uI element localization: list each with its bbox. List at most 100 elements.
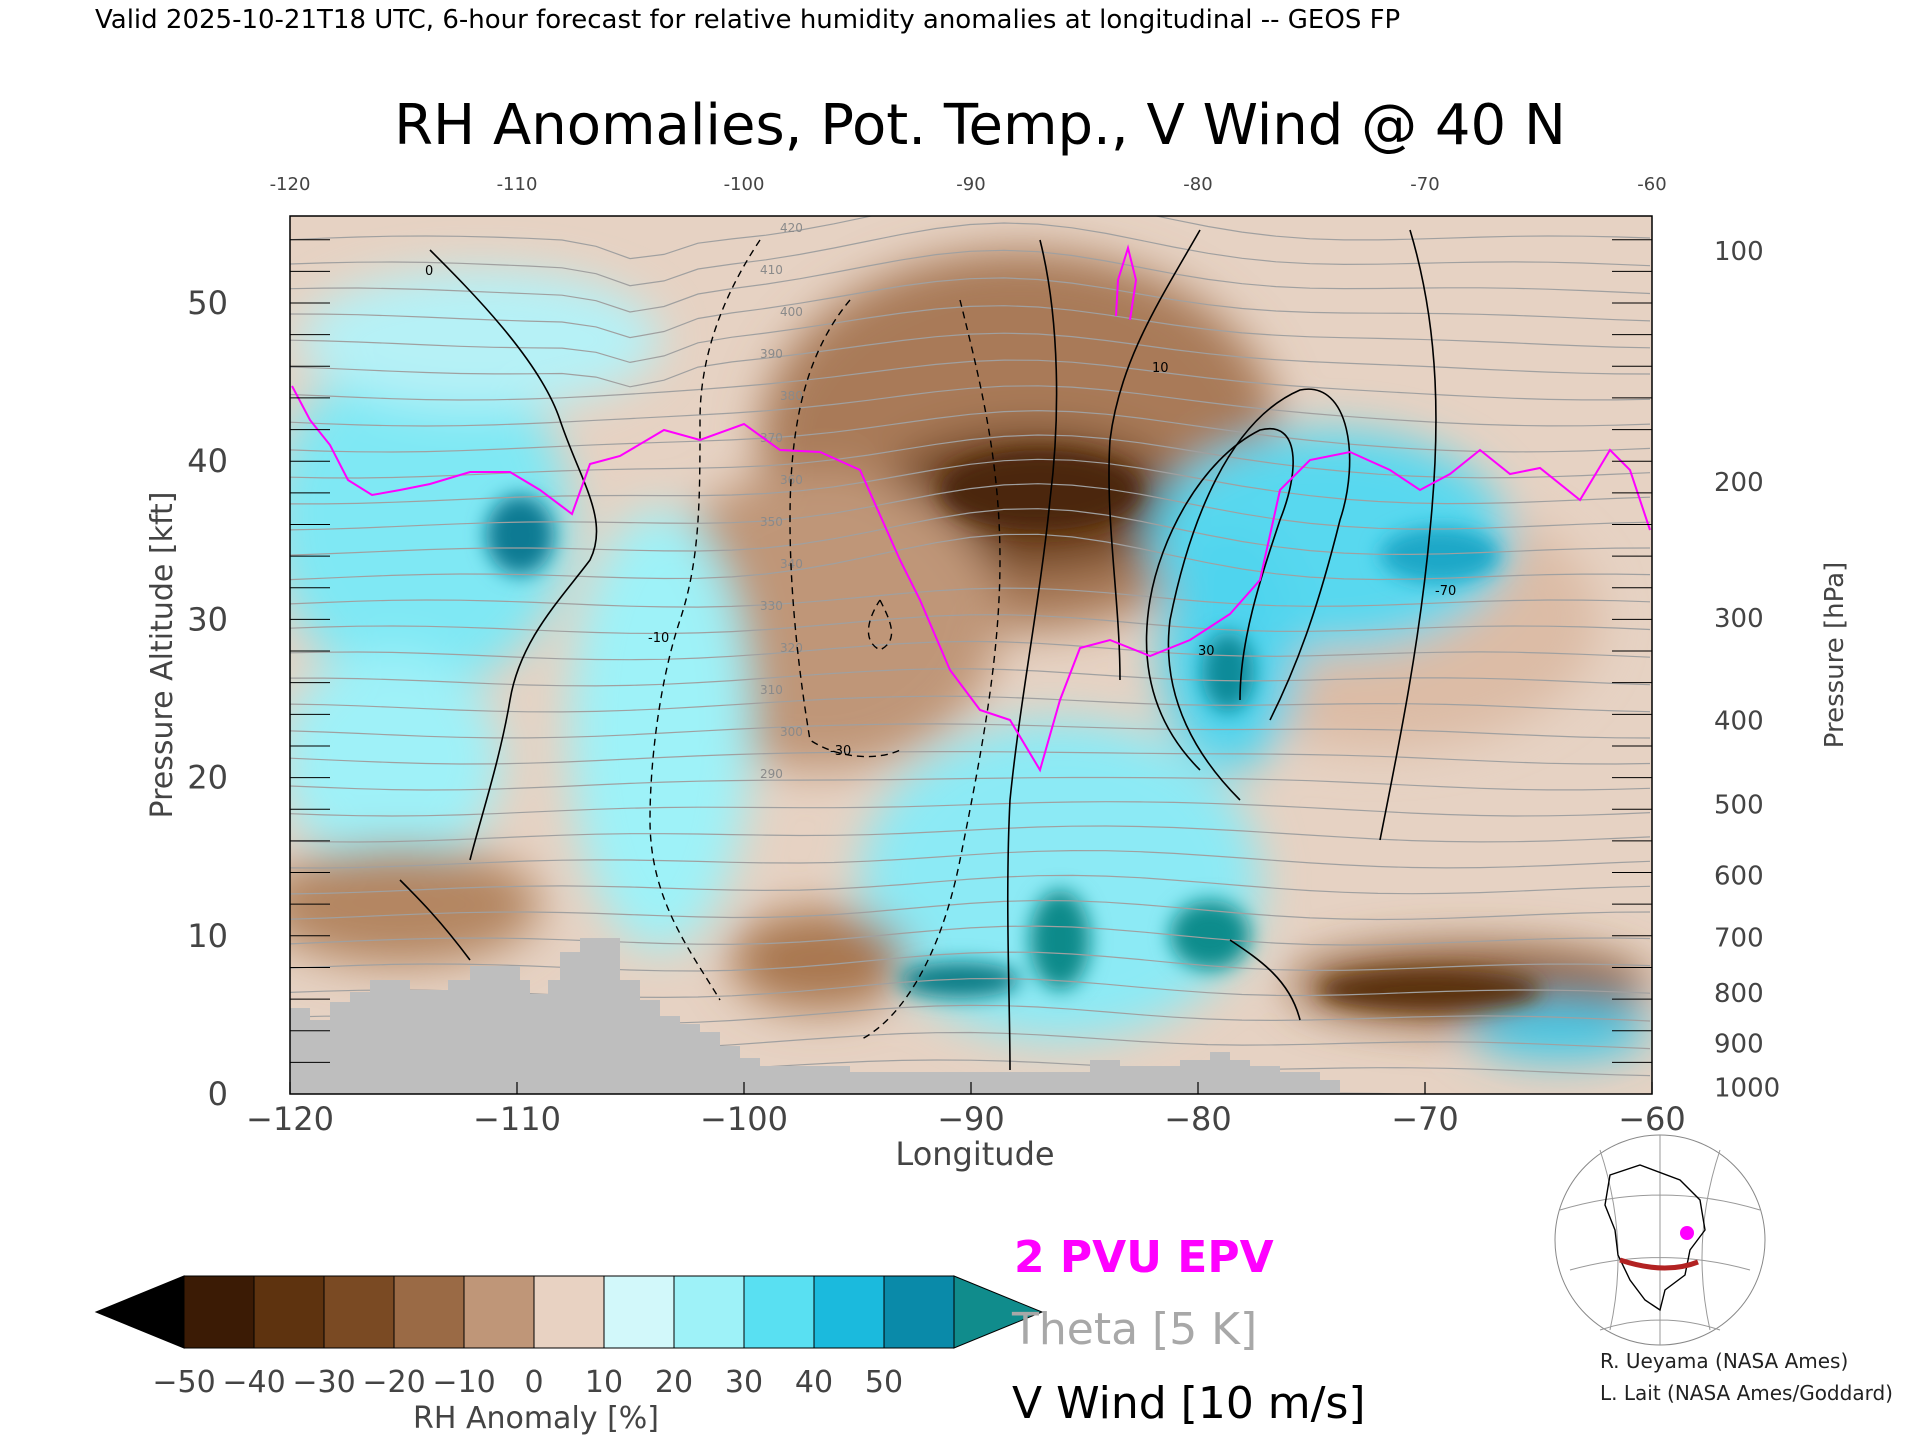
- theta-contour: [290, 305, 1651, 364]
- rh-blob-low-moist: [860, 720, 1260, 1040]
- x-tick-label: −80: [1164, 1100, 1232, 1138]
- plot-area: 4204104003903803703603503403303203103002…: [290, 216, 1652, 1094]
- rh-core-west-moist: [486, 495, 554, 575]
- pressure-tick-label: 1000: [1714, 1074, 1780, 1104]
- theta-contour-label: 350: [760, 515, 783, 529]
- colorbar-segment: [673, 1275, 745, 1349]
- vwind-contour-zero-east: [1379, 229, 1437, 841]
- locator-map-section-line: [1619, 1257, 1699, 1271]
- colorbar-tick-label: −20: [362, 1365, 425, 1400]
- vwind-contour-neg-small: [867, 599, 893, 651]
- theta-contour-label: 320: [780, 641, 803, 655]
- vwind-contour-neg30: [789, 299, 901, 758]
- x-tick-label: −70: [1391, 1100, 1459, 1138]
- theta-contour: [290, 951, 1651, 972]
- colorbar-segment: [813, 1275, 885, 1349]
- pressure-axis-tick-labels: 100 200 300 400 500 600 700 800 900 1000: [1714, 237, 1780, 1104]
- top-axis-tick-labels: -120 -110 -100 -90 -80 -70 -60: [270, 174, 1667, 195]
- x-axis-label: Longitude: [895, 1135, 1054, 1173]
- rh-blob-west-moist: [290, 350, 570, 690]
- vwind-contour-low-west: [399, 879, 471, 961]
- y-tick-label: 0: [208, 1075, 228, 1113]
- top-tick-label: -80: [1183, 174, 1212, 195]
- colorbar-label: RH Anomaly [%]: [413, 1401, 659, 1436]
- colorbar-segment: [533, 1275, 605, 1349]
- y2-axis-label: Pressure [hPa]: [1820, 562, 1850, 749]
- theta-contour: [290, 434, 1651, 479]
- colorbar-segment: [183, 1275, 255, 1349]
- y-tick-label: 20: [187, 759, 228, 797]
- colorbar-segment: [743, 1275, 815, 1349]
- vwind-contour-zero-west: [429, 249, 598, 861]
- rh-blob-central-moist: [570, 510, 750, 950]
- pressure-tick-label: 700: [1714, 923, 1764, 953]
- theta-contour: [290, 874, 1651, 895]
- vwind-contour-10-east: [1167, 388, 1351, 801]
- vwind-contours-negative: [649, 239, 1001, 1041]
- theta-contour: [290, 849, 1651, 869]
- theta-contour-label: 400: [780, 305, 803, 319]
- locator-map-graticule: [1559, 1135, 1761, 1345]
- y-tick-label: 10: [187, 917, 228, 955]
- x-tick-label: −90: [937, 1100, 1005, 1138]
- colorbar-tick-label: 50: [865, 1365, 903, 1400]
- rh-blob-surface-moist-east: [1470, 1000, 1650, 1060]
- rh-core-east-moist: [1380, 527, 1500, 583]
- pressure-tick-label: 900: [1714, 1029, 1764, 1059]
- theta-contour-label: 330: [760, 599, 783, 613]
- pressure-tick-label: 400: [1714, 707, 1764, 737]
- x-tick-label: −100: [700, 1100, 788, 1138]
- theta-contour-label: 390: [760, 347, 783, 361]
- vwind-contour-zero-center: [1006, 239, 1058, 1071]
- colorbar-segment: [323, 1275, 395, 1349]
- vwind-contour-neg-inner: [859, 299, 1001, 1041]
- theta-contour: [290, 359, 1651, 401]
- x-tick-label: −110: [473, 1100, 561, 1138]
- vwind-contour-label: -70: [1435, 584, 1456, 599]
- vwind-contour-label: -30: [830, 744, 851, 759]
- theta-contour: [290, 458, 1651, 505]
- colorbar-over-arrow: [953, 1275, 1044, 1349]
- rh-core-upper-dry: [940, 450, 1140, 530]
- x-tick-label: −120: [246, 1100, 334, 1138]
- rh-core-low-moist3: [1170, 900, 1250, 970]
- epv-2pvu-upper-blip: [1115, 244, 1138, 321]
- colorbar-segment: [463, 1275, 535, 1349]
- theta-contour: [290, 825, 1651, 843]
- vwind-contour-label: 0: [425, 264, 433, 279]
- valid-line: Valid 2025-10-21T18 UTC, 6-hour forecast…: [95, 5, 1400, 35]
- colorbar-under-arrow: [94, 1275, 185, 1349]
- top-tick-label: -90: [956, 174, 985, 195]
- locator-map-continent: [1604, 1164, 1706, 1312]
- pressure-tick-label: 200: [1714, 468, 1764, 498]
- legend-theta: Theta [5 K]: [1011, 1304, 1257, 1355]
- rh-core-low-moist2: [900, 962, 1020, 998]
- theta-contour: [290, 483, 1651, 531]
- topography: [290, 938, 1340, 1094]
- y-axis-tick-labels: 0 10 20 30 40 50: [187, 284, 228, 1113]
- colorbar-tick-label: 40: [795, 1365, 833, 1400]
- legend-epv: 2 PVU EPV: [1014, 1232, 1274, 1283]
- colorbar-tick-label: 0: [524, 1365, 543, 1400]
- colorbar-segment: [253, 1275, 325, 1349]
- colorbar-tick-label: −50: [152, 1365, 215, 1400]
- theta-contour: [290, 508, 1651, 556]
- rh-core-low-dry-east: [1320, 970, 1540, 1010]
- credit-2: L. Lait (NASA Ames/Goddard): [1600, 1381, 1893, 1405]
- y-tick-label: 50: [187, 284, 228, 322]
- theta-contour: [290, 332, 1651, 388]
- epv-2pvu-line: [291, 385, 1651, 773]
- theta-contour: [290, 614, 1651, 635]
- rh-anomaly-cores: [486, 450, 1540, 1010]
- locator-map: [1554, 1134, 1766, 1346]
- theta-contour-label: 370: [760, 431, 783, 445]
- pressure-tick-label: 600: [1714, 862, 1764, 892]
- y-axis-label: Pressure Altitude [kft]: [145, 492, 180, 819]
- theta-contour: [290, 216, 1651, 260]
- theta-contour-label: 300: [780, 725, 803, 739]
- colorbar-tick-label: 10: [585, 1365, 623, 1400]
- x-axis-tick-labels: −120 −110 −100 −90 −80 −70 −60: [246, 1100, 1686, 1138]
- theta-contour: [290, 249, 1651, 313]
